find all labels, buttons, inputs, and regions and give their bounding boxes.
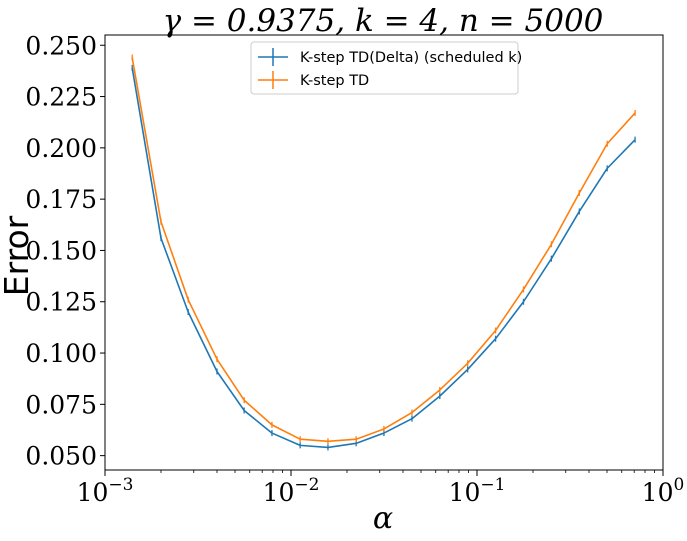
x-tick-base: 10	[642, 478, 674, 507]
x-tick-exponent: 0	[673, 475, 684, 495]
x-tick-base: 10	[449, 478, 481, 507]
x-tick-label: 100	[642, 475, 685, 507]
series-layer	[131, 54, 636, 451]
y-tick-label: 0.150	[25, 236, 97, 265]
x-tick-label: 10−3	[77, 475, 134, 507]
y-tick-label: 0.050	[25, 442, 97, 471]
legend-box	[250, 41, 519, 95]
x-axis: 10−3 10−2 10−1 100	[77, 470, 685, 507]
y-tick-label: 0.175	[25, 185, 97, 214]
series-line-2	[131, 57, 636, 443]
y-tick-label: 0.200	[25, 134, 97, 163]
legend-label-2: K-step TD	[300, 73, 369, 89]
x-tick-base: 10	[263, 478, 295, 507]
legend-entry-1: K-step TD(Delta) (scheduled k)	[258, 48, 522, 66]
x-tick-label: 10−1	[449, 475, 506, 507]
y-tick-label: 0.225	[25, 83, 97, 112]
y-tick-label: 0.100	[25, 339, 97, 368]
legend-label-1: K-step TD(Delta) (scheduled k)	[300, 50, 522, 66]
y-axis: 0.050 0.075 0.100 0.125 0.150 0.175 0.200 0.225…	[25, 31, 105, 471]
x-axis-label: α	[373, 501, 393, 536]
x-tick-exponent: −1	[480, 475, 505, 495]
y-tick-label: 0.125	[25, 288, 97, 317]
series-line-1	[131, 67, 636, 449]
x-tick-exponent: −3	[108, 475, 133, 495]
chart-title: γ = 0.9375, k = 4, n = 5000	[163, 3, 604, 39]
x-tick-exponent: −2	[294, 475, 319, 495]
y-tick-label: 0.075	[25, 390, 97, 419]
x-tick-label: 10−2	[263, 475, 320, 507]
y-tick-label: 0.250	[25, 31, 97, 60]
x-tick-base: 10	[77, 478, 109, 507]
legend-entry-2: K-step TD	[258, 71, 369, 89]
legend: K-step TD(Delta) (scheduled k) K-step TD	[250, 41, 522, 95]
plot-area	[104, 34, 664, 471]
y-axis-label: Error	[0, 215, 36, 296]
